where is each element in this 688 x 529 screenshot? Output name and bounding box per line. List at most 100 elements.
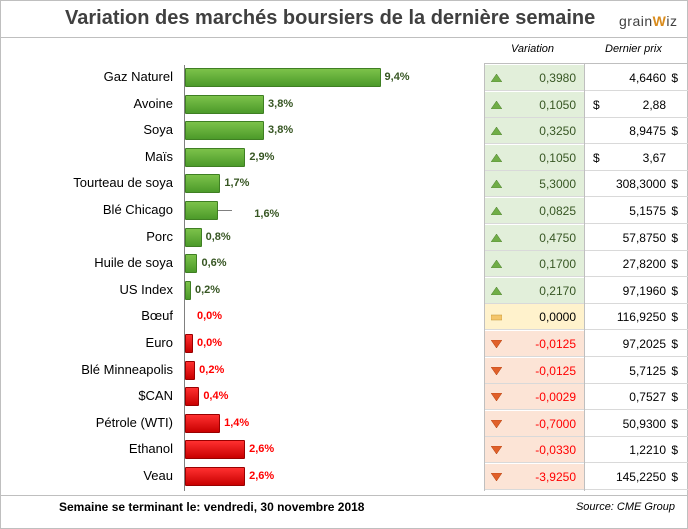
variation-cell: -0,0125 — [485, 331, 584, 357]
data-label: 1,7% — [224, 177, 250, 190]
currency-symbol: $ — [671, 177, 678, 192]
variation-value: 5,3000 — [539, 177, 576, 192]
arrow-up-icon — [491, 127, 502, 136]
category-label: Huile de soya — [94, 255, 173, 271]
footer-week: Semaine se terminant le: vendredi, 30 no… — [59, 500, 364, 514]
price-value: 97,2025 — [622, 337, 666, 351]
price-value: 27,8200 — [622, 257, 666, 272]
data-label: 0,6% — [201, 257, 227, 270]
category-label: Blé Chicago — [102, 202, 173, 217]
variation-value: -0,0125 — [535, 337, 576, 351]
variation-cell: -0,0125 — [485, 357, 584, 384]
variation-cell: 0,2170 — [485, 277, 584, 304]
bar — [185, 201, 219, 220]
footer-source: Source: CME Group — [575, 501, 675, 513]
category-label: Veau — [143, 468, 173, 483]
variation-cell: 0,1700 — [485, 251, 584, 278]
variation-value: 0,1050 — [539, 97, 576, 112]
bar — [185, 227, 202, 247]
price-cell: 0,7527 $ — [585, 384, 688, 411]
category-label: Pétrole (WTI) — [95, 414, 173, 430]
table-top-border — [484, 63, 688, 64]
variation-value: -0,0125 — [535, 363, 576, 378]
price-cell: 97,1960 $ — [585, 278, 688, 304]
price-value: 308,3000 — [615, 177, 666, 192]
price-cell: $3,67 — [585, 145, 688, 171]
currency-symbol: $ — [671, 470, 678, 484]
arrow-down-icon — [491, 340, 502, 348]
arrow-down-icon — [491, 366, 502, 375]
variation-cell: -0,0330 — [485, 437, 584, 464]
price-cell: $2,88 — [585, 92, 688, 118]
variation-cell: 0,0825 — [485, 198, 584, 224]
variation-value: 0,4750 — [539, 230, 576, 245]
footer-week-date: vendredi, 30 novembre 2018 — [203, 500, 365, 514]
currency-symbol: $ — [593, 150, 600, 165]
price-cell: 145,2250 $ — [585, 464, 688, 490]
variation-cell: 0,1050 — [485, 91, 584, 118]
chart-axis — [184, 65, 185, 491]
price-value: 1,2210 — [629, 443, 666, 458]
category-label: Bœuf — [141, 308, 173, 324]
variation-cell: 0,1050 — [485, 144, 584, 171]
variation-value: 0,2170 — [539, 283, 576, 298]
variation-value: -3,9250 — [535, 470, 576, 484]
variation-value: -0,0029 — [535, 390, 576, 405]
price-cell: 97,2025 $ — [585, 331, 688, 357]
footer-divider — [1, 495, 688, 496]
category-label: Euro — [145, 335, 173, 350]
data-label: 2,6% — [249, 470, 275, 482]
price-value: 5,7125 — [629, 363, 666, 378]
title-divider — [1, 37, 688, 38]
currency-symbol: $ — [671, 257, 678, 272]
category-label: Avoine — [133, 95, 173, 111]
bar — [185, 254, 198, 274]
variation-value: -0,0330 — [535, 443, 576, 458]
price-cell: 50,9300 $ — [585, 411, 688, 437]
bar — [185, 467, 246, 486]
bar — [185, 360, 196, 380]
flat-bar-icon — [491, 313, 502, 321]
category-label: Blé Minneapolis — [81, 361, 173, 377]
variation-cell: -3,9250 — [485, 464, 584, 490]
data-label: 0,4% — [203, 390, 229, 403]
price-cell: 27,8200 $ — [585, 251, 688, 278]
price-cell: 1,2210 $ — [585, 437, 688, 464]
arrow-up-icon — [491, 100, 502, 109]
variation-value: 0,3980 — [539, 71, 576, 85]
data-label: 0,0% — [197, 310, 223, 323]
arrow-down-icon — [491, 473, 502, 481]
variation-cell: 0,3980 — [485, 65, 584, 91]
bar — [185, 174, 221, 194]
category-label: Gaz Naturel — [103, 69, 173, 84]
bar — [185, 147, 246, 167]
logo-text-2: W — [652, 13, 667, 29]
chart-title: Variation des marchés boursiers de la de… — [65, 7, 596, 29]
category-label: $CAN — [138, 388, 173, 404]
category-label: Ethanol — [128, 441, 173, 457]
column-header-variation: Variation — [511, 43, 555, 55]
price-cell: 4,6460 $ — [585, 65, 688, 91]
arrow-up-icon — [491, 153, 502, 162]
variation-cell: 5,3000 — [485, 171, 584, 198]
variation-value: 0,1700 — [539, 257, 576, 272]
data-label: 1,6% — [254, 208, 280, 220]
data-label: 0,2% — [195, 283, 221, 296]
currency-symbol: $ — [671, 283, 678, 298]
data-label: 1,4% — [224, 416, 250, 429]
variation-cell: 0,0000 — [485, 304, 584, 331]
price-value: 145,2250 — [615, 470, 666, 484]
category-label: Tourteau de soya — [73, 175, 173, 191]
bar — [185, 334, 193, 353]
bar — [185, 387, 200, 407]
currency-symbol: $ — [593, 97, 600, 112]
data-label: 3,8% — [268, 97, 294, 110]
logo-text-3: iz — [666, 13, 678, 29]
variation-cell: 0,4750 — [485, 224, 584, 251]
price-cell: 5,7125 $ — [585, 358, 688, 384]
currency-symbol: $ — [671, 363, 678, 378]
bar — [185, 440, 246, 460]
variation-cell: -0,7000 — [485, 410, 584, 437]
arrow-up-icon — [491, 207, 502, 215]
column-header-dernier-prix: Dernier prix — [605, 43, 662, 55]
